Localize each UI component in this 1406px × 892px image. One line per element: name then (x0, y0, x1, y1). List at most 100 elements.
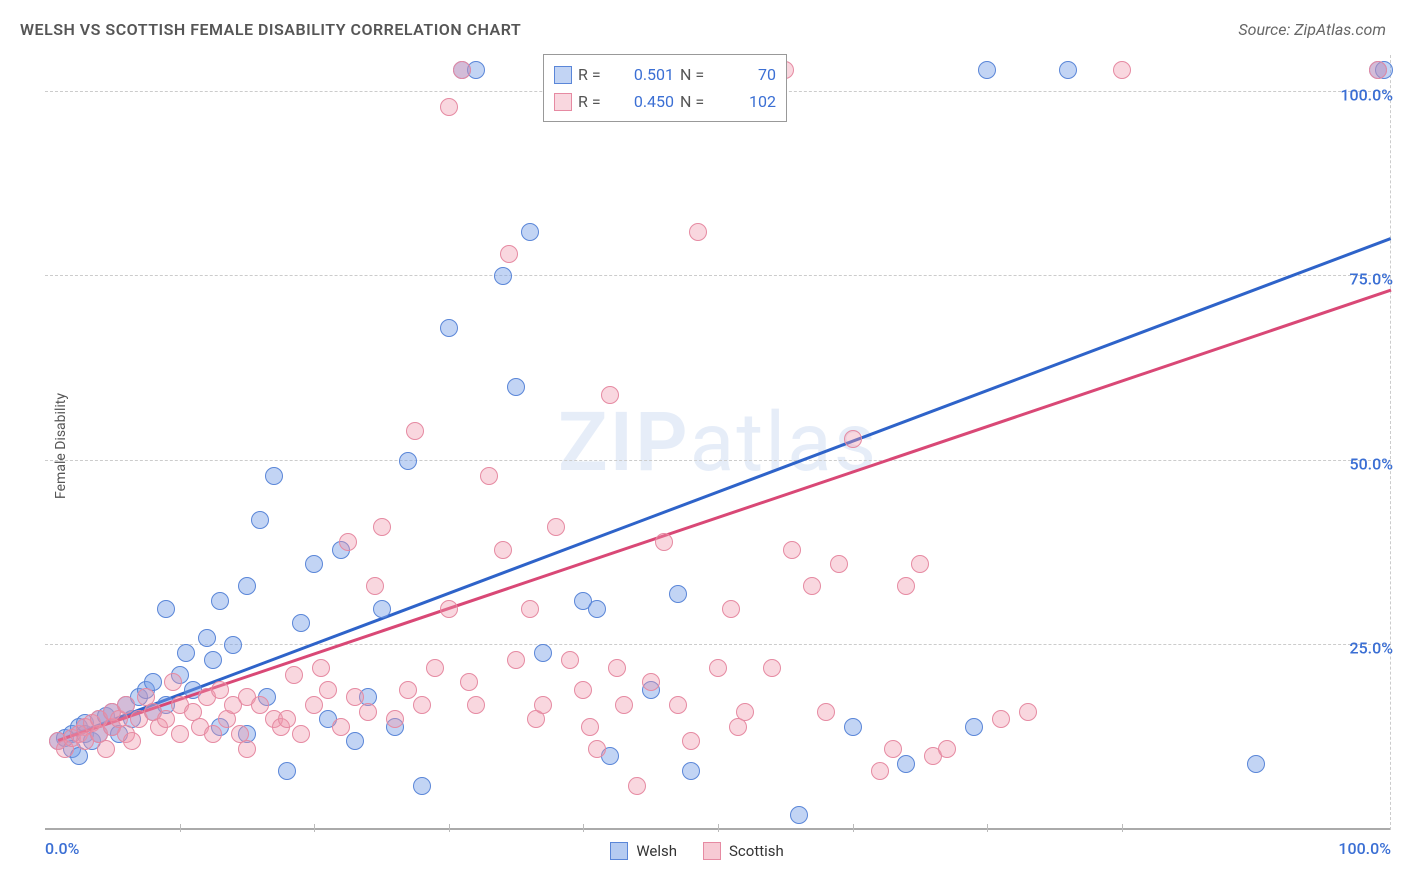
data-point (601, 386, 619, 404)
data-point (198, 629, 216, 647)
x-max-label: 100.0% (1338, 839, 1391, 858)
x-tick (718, 824, 719, 832)
data-point (238, 577, 256, 595)
data-point (938, 740, 956, 758)
data-point (992, 710, 1010, 728)
data-point (460, 673, 478, 691)
data-point (1019, 703, 1037, 721)
legend-label: Welsh (636, 842, 677, 860)
data-point (507, 378, 525, 396)
data-point (911, 555, 929, 573)
data-point (763, 659, 781, 677)
data-point (615, 696, 633, 714)
data-point (211, 681, 229, 699)
legend-row: R =0.450N =102 (554, 88, 776, 115)
chart-title: WELSH VS SCOTTISH FEMALE DISABILITY CORR… (20, 20, 521, 39)
data-point (211, 592, 229, 610)
data-point (440, 319, 458, 337)
data-point (897, 577, 915, 595)
data-point (1369, 61, 1387, 79)
data-point (292, 725, 310, 743)
data-point (500, 245, 518, 263)
x-tick (449, 824, 450, 832)
data-point (588, 600, 606, 618)
x-tick (583, 824, 584, 832)
data-point (373, 518, 391, 536)
x-tick (180, 824, 181, 832)
data-point (346, 688, 364, 706)
data-point (346, 732, 364, 750)
data-point (521, 223, 539, 241)
data-point (507, 651, 525, 669)
data-point (332, 718, 350, 736)
data-point (312, 659, 330, 677)
data-point (467, 696, 485, 714)
data-point (682, 762, 700, 780)
scatter-plot-area: ZIPatlas 25.0%50.0%75.0%100.0%R =0.501N … (45, 55, 1391, 830)
y-tick-label: 25.0% (1349, 639, 1393, 658)
legend-r-label: R = (578, 61, 610, 88)
y-tick-label: 75.0% (1349, 270, 1393, 289)
legend-r-value: 0.501 (616, 61, 674, 88)
data-point (177, 644, 195, 662)
data-point (574, 681, 592, 699)
data-point (265, 467, 283, 485)
data-point (534, 696, 552, 714)
legend-n-value: 70 (718, 61, 776, 88)
data-point (803, 577, 821, 595)
data-point (413, 696, 431, 714)
data-point (655, 533, 673, 551)
data-point (1247, 755, 1265, 773)
data-point (817, 703, 835, 721)
series-legend: WelshScottish (610, 842, 801, 860)
data-point (366, 577, 384, 595)
data-point (830, 555, 848, 573)
x-tick (314, 824, 315, 832)
data-point (224, 636, 242, 654)
data-point (97, 740, 115, 758)
data-point (628, 777, 646, 795)
data-point (965, 718, 983, 736)
data-point (790, 806, 808, 824)
data-point (123, 732, 141, 750)
x-min-label: 0.0% (45, 839, 79, 858)
data-point (204, 725, 222, 743)
data-point (494, 541, 512, 559)
data-point (171, 725, 189, 743)
data-point (251, 511, 269, 529)
data-point (709, 659, 727, 677)
data-point (440, 98, 458, 116)
data-point (251, 696, 269, 714)
data-point (494, 267, 512, 285)
data-point (669, 585, 687, 603)
data-point (722, 600, 740, 618)
data-point (278, 710, 296, 728)
grid-line (45, 460, 1391, 461)
watermark: ZIPatlas (558, 395, 878, 491)
data-point (884, 740, 902, 758)
data-point (534, 644, 552, 662)
source-label: Source: ZipAtlas.com (1238, 20, 1386, 39)
data-point (1113, 61, 1131, 79)
legend-row: R =0.501N =70 (554, 61, 776, 88)
data-point (339, 533, 357, 551)
data-point (399, 681, 417, 699)
grid-line (45, 275, 1391, 276)
data-point (305, 696, 323, 714)
data-point (204, 651, 222, 669)
data-point (157, 710, 175, 728)
legend-r-value: 0.450 (616, 88, 674, 115)
legend-swatch (554, 66, 572, 84)
data-point (897, 755, 915, 773)
data-point (359, 703, 377, 721)
data-point (278, 762, 296, 780)
data-point (642, 673, 660, 691)
legend-n-label: N = (680, 61, 712, 88)
data-point (453, 61, 471, 79)
data-point (547, 518, 565, 536)
data-point (689, 223, 707, 241)
data-point (319, 681, 337, 699)
data-point (164, 673, 182, 691)
data-point (426, 659, 444, 677)
data-point (285, 666, 303, 684)
